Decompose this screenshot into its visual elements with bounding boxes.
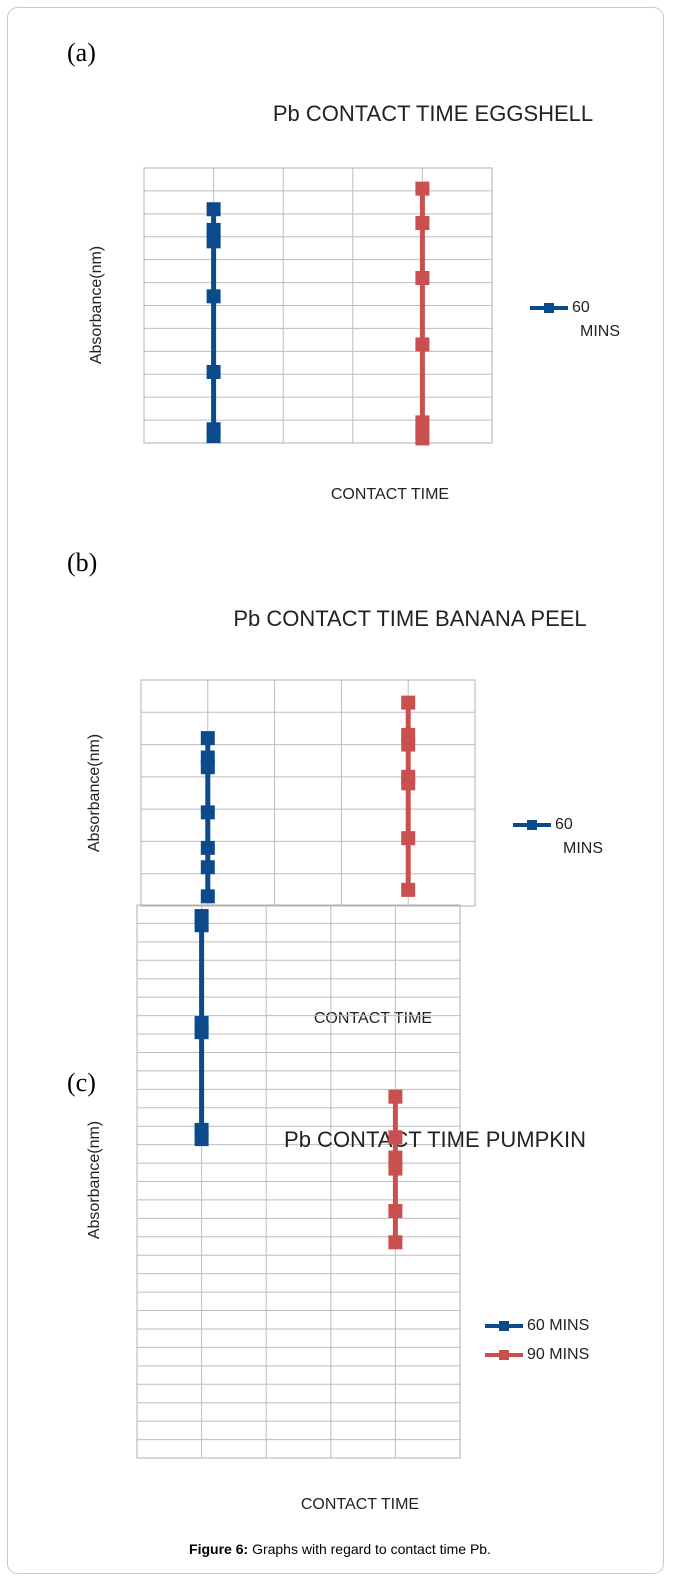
- marker: [194, 1025, 209, 1040]
- marker: [200, 805, 215, 820]
- marker: [388, 1203, 403, 1218]
- marker: [206, 429, 221, 444]
- plot-border: [136, 904, 461, 1459]
- marker: [200, 860, 215, 875]
- marker: [206, 364, 221, 379]
- legend-marker: [544, 303, 554, 313]
- caption-label: Figure 6:: [189, 1541, 248, 1557]
- marker: [206, 202, 221, 217]
- chart-title: Pb CONTACT TIME EGGSHELL: [273, 101, 593, 126]
- marker: [415, 337, 430, 352]
- plot-border: [140, 679, 476, 907]
- chart-title: Pb CONTACT TIME BANANA PEEL: [233, 606, 586, 631]
- legend-marker: [499, 1321, 509, 1331]
- marker: [388, 1235, 403, 1250]
- x-axis-label: CONTACT TIME: [331, 486, 449, 503]
- y-axis-label: Absorbance(nm): [86, 734, 103, 852]
- frame: [7, 7, 664, 1574]
- panel-label: (b): [67, 548, 97, 577]
- legend-label: 60 MINS: [555, 816, 603, 857]
- marker: [401, 882, 416, 897]
- marker: [200, 760, 215, 775]
- legend-label: 60 MINS: [572, 299, 620, 340]
- marker: [200, 731, 215, 746]
- content: Pb CONTACT TIME EGGSHELL (a) Absorbance(nm…: [67, 38, 620, 1513]
- legend-marker: [527, 820, 537, 830]
- x-axis-label: CONTACT TIME: [301, 1496, 419, 1513]
- marker: [206, 222, 221, 237]
- marker: [401, 695, 416, 710]
- marker: [388, 1161, 403, 1176]
- marker: [401, 831, 416, 846]
- legend-label: 60 MINS: [527, 1317, 589, 1334]
- caption-text: Graphs with regard to contact time Pb.: [252, 1541, 491, 1557]
- marker: [415, 431, 430, 446]
- marker: [401, 737, 416, 752]
- marker: [401, 776, 416, 791]
- marker: [415, 271, 430, 285]
- y-axis-label: Absorbance(nm): [88, 246, 105, 364]
- marker: [206, 289, 221, 304]
- x-axis-label: CONTACT TIME: [314, 1010, 432, 1027]
- y-axis-label: Absorbance(nm): [86, 1121, 103, 1239]
- marker: [200, 889, 215, 904]
- marker: [206, 234, 221, 249]
- chart-title: Pb CONTACT TIME PUMPKIN: [284, 1127, 586, 1152]
- marker: [388, 1130, 403, 1145]
- legend-marker: [499, 1350, 509, 1360]
- caption: Figure 6: Graphs with regard to contact …: [189, 1541, 491, 1557]
- legend-label: 90 MINS: [527, 1346, 589, 1363]
- panel-label: (c): [67, 1068, 96, 1097]
- marker: [388, 1089, 403, 1104]
- plot-border: [143, 167, 493, 444]
- marker: [194, 918, 209, 933]
- marker: [415, 181, 430, 196]
- marker: [415, 216, 430, 230]
- marker: [194, 1132, 209, 1147]
- panel-label: (a): [67, 38, 96, 67]
- marker: [200, 840, 215, 855]
- marker: [388, 1150, 403, 1165]
